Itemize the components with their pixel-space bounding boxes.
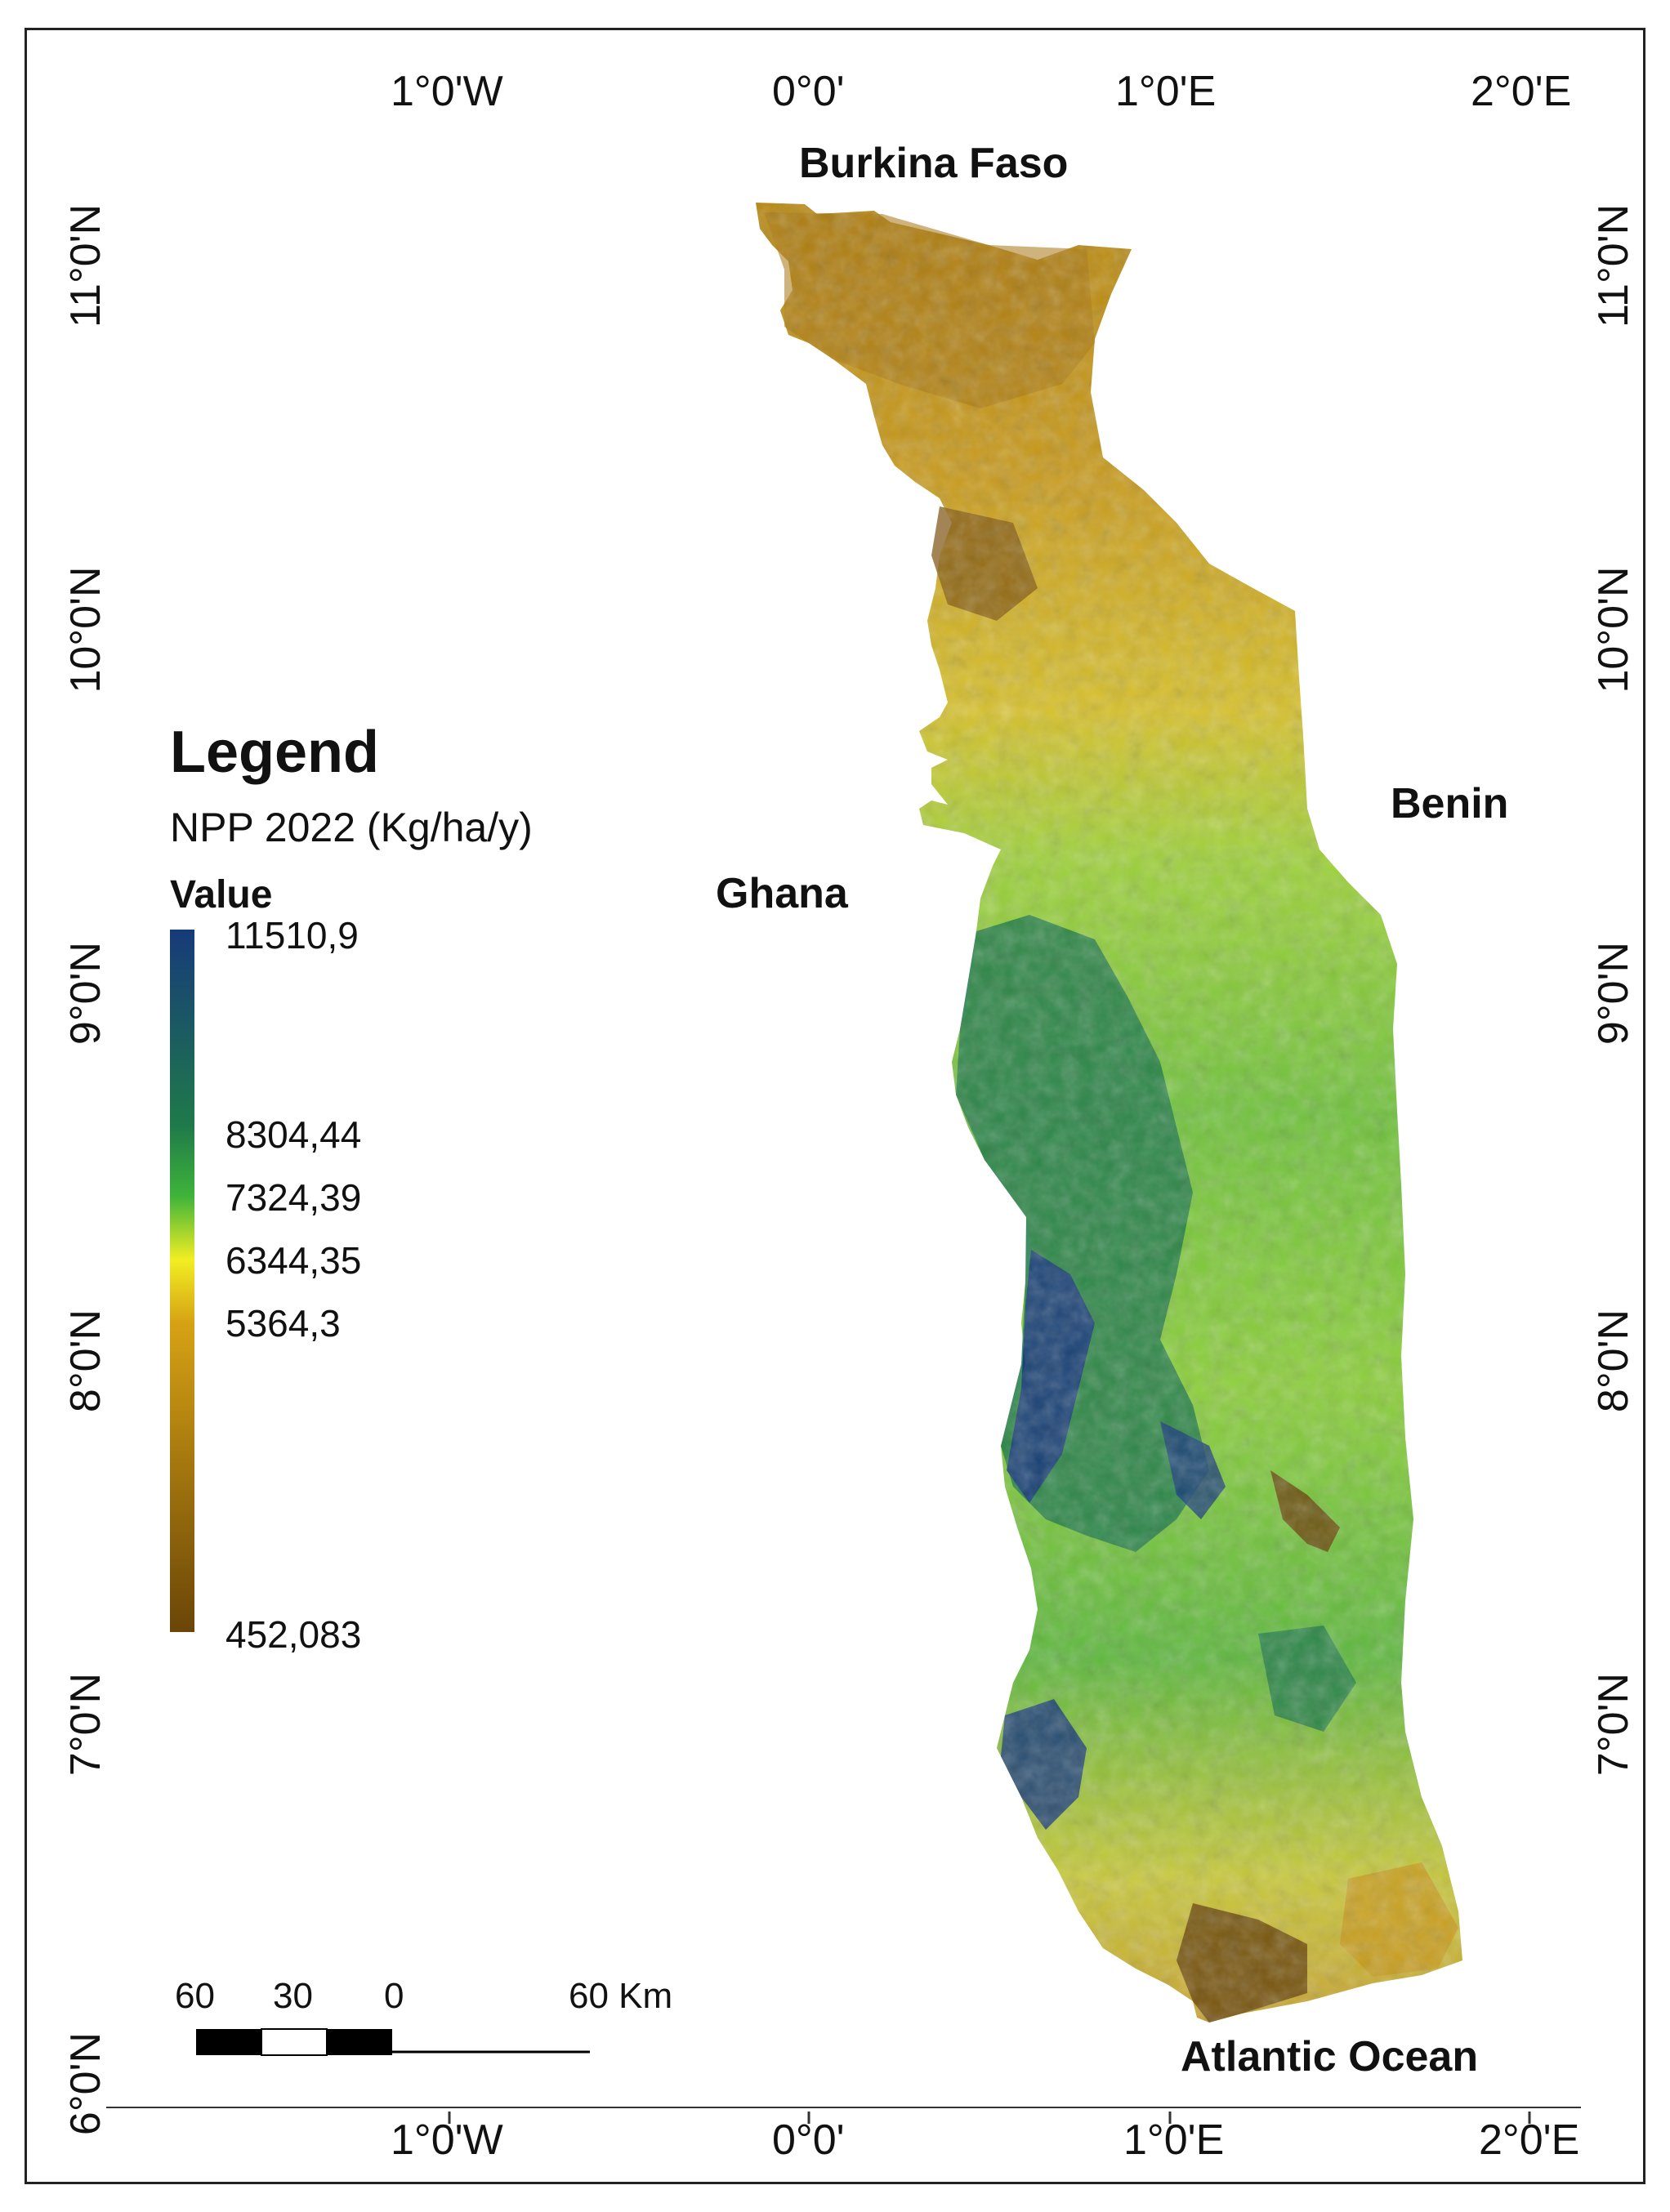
right-lat-label: 8°0'N bbox=[1590, 1309, 1637, 1413]
place-label-ghana: Ghana bbox=[716, 870, 848, 917]
left-lat-label: 7°0'N bbox=[62, 1672, 109, 1777]
scale-label-end: 60 Km bbox=[569, 1976, 673, 2016]
bottom-lon-label: 2°0'E bbox=[1479, 2116, 1580, 2164]
right-lat-label: 9°0'N bbox=[1590, 941, 1637, 1046]
bottom-lon-label: 1°0'E bbox=[1123, 2116, 1225, 2164]
legend-ramp-label-min: 452,083 bbox=[225, 1613, 362, 1656]
bottom-lon-label: 0°0' bbox=[772, 2116, 845, 2164]
legend-ramp-label: 8304,44 bbox=[225, 1113, 362, 1156]
legend-layer-name: NPP 2022 (Kg/ha/y) bbox=[170, 805, 533, 850]
top-lon-label: 0°0' bbox=[772, 68, 845, 115]
scale-bar bbox=[196, 2028, 590, 2056]
legend-ramp-label-max: 11510,9 bbox=[225, 914, 359, 957]
place-label-burkina-faso: Burkina Faso bbox=[799, 140, 1069, 187]
left-lat-label: 8°0'N bbox=[62, 1309, 109, 1413]
togo-outline bbox=[756, 203, 1462, 2022]
legend-ramp-label: 5364,3 bbox=[225, 1302, 341, 1345]
place-label-atlantic-ocean: Atlantic Ocean bbox=[1181, 2033, 1479, 2080]
right-lat-label: 10°0'N bbox=[1590, 566, 1637, 693]
legend-ramp-label: 6344,35 bbox=[225, 1239, 362, 1282]
place-label-benin: Benin bbox=[1391, 780, 1509, 827]
left-lat-label: 11°0'N bbox=[62, 203, 109, 328]
bottom-lon-label: 1°0'W bbox=[391, 2116, 503, 2164]
right-lat-label: 7°0'N bbox=[1590, 1672, 1637, 1777]
scale-label: 60 bbox=[175, 1976, 215, 2016]
scale-label: 0 bbox=[384, 1976, 404, 2016]
legend-field-name: Value bbox=[170, 873, 273, 916]
legend-color-ramp bbox=[170, 930, 194, 1632]
top-lon-label: 1°0'W bbox=[391, 68, 503, 115]
legend-ramp-label: 7324,39 bbox=[225, 1176, 362, 1219]
legend-title: Legend bbox=[170, 720, 380, 785]
top-lon-label: 1°0'E bbox=[1115, 68, 1217, 115]
graticule-ticks bbox=[106, 2107, 1581, 2124]
left-lat-label: 6°0'N bbox=[62, 2031, 109, 2136]
left-lat-label: 9°0'N bbox=[62, 941, 109, 1046]
left-lat-label: 10°0'N bbox=[62, 566, 109, 693]
top-lon-label: 2°0'E bbox=[1471, 68, 1572, 115]
right-lat-label: 11°0'N bbox=[1590, 203, 1637, 328]
scale-label: 30 bbox=[273, 1976, 313, 2016]
